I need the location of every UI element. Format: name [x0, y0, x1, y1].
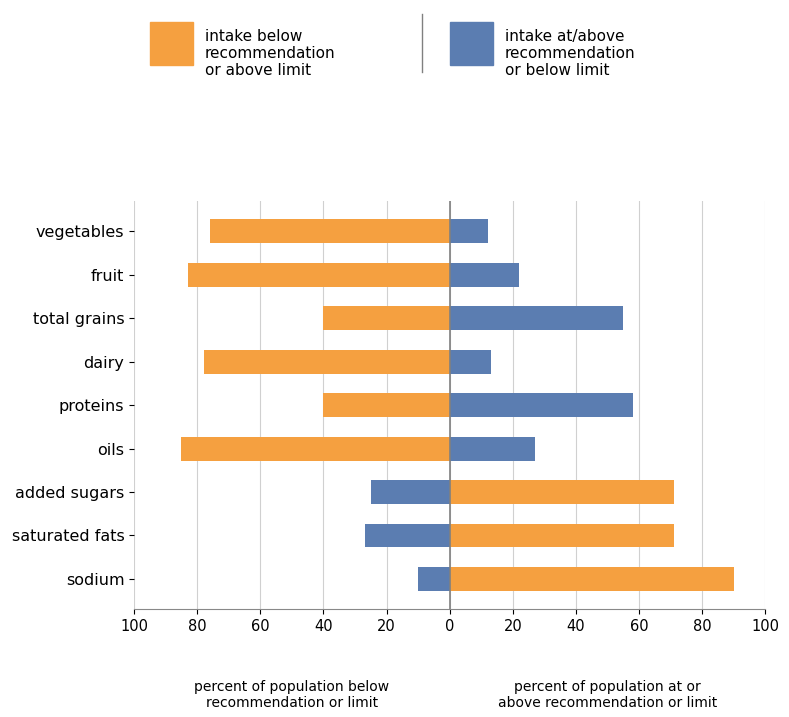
- Bar: [371, 480, 450, 504]
- Bar: [450, 350, 491, 374]
- Bar: [450, 567, 734, 591]
- Bar: [323, 393, 450, 417]
- Bar: [323, 306, 450, 330]
- Text: percent of population at or
above recommendation or limit: percent of population at or above recomm…: [498, 680, 717, 710]
- Bar: [188, 263, 450, 287]
- Bar: [450, 263, 519, 287]
- Text: intake at/above
recommendation
or below limit: intake at/above recommendation or below …: [505, 29, 635, 78]
- Bar: [365, 523, 450, 547]
- Bar: [450, 219, 488, 243]
- Text: percent of population below
recommendation or limit: percent of population below recommendati…: [194, 680, 390, 710]
- Bar: [418, 567, 450, 591]
- Bar: [450, 437, 535, 460]
- Bar: [181, 437, 450, 460]
- Bar: [210, 219, 450, 243]
- Bar: [450, 306, 623, 330]
- Text: intake below
recommendation
or above limit: intake below recommendation or above lim…: [205, 29, 335, 78]
- Bar: [204, 350, 450, 374]
- Bar: [450, 523, 674, 547]
- Bar: [450, 393, 633, 417]
- Bar: [450, 480, 674, 504]
